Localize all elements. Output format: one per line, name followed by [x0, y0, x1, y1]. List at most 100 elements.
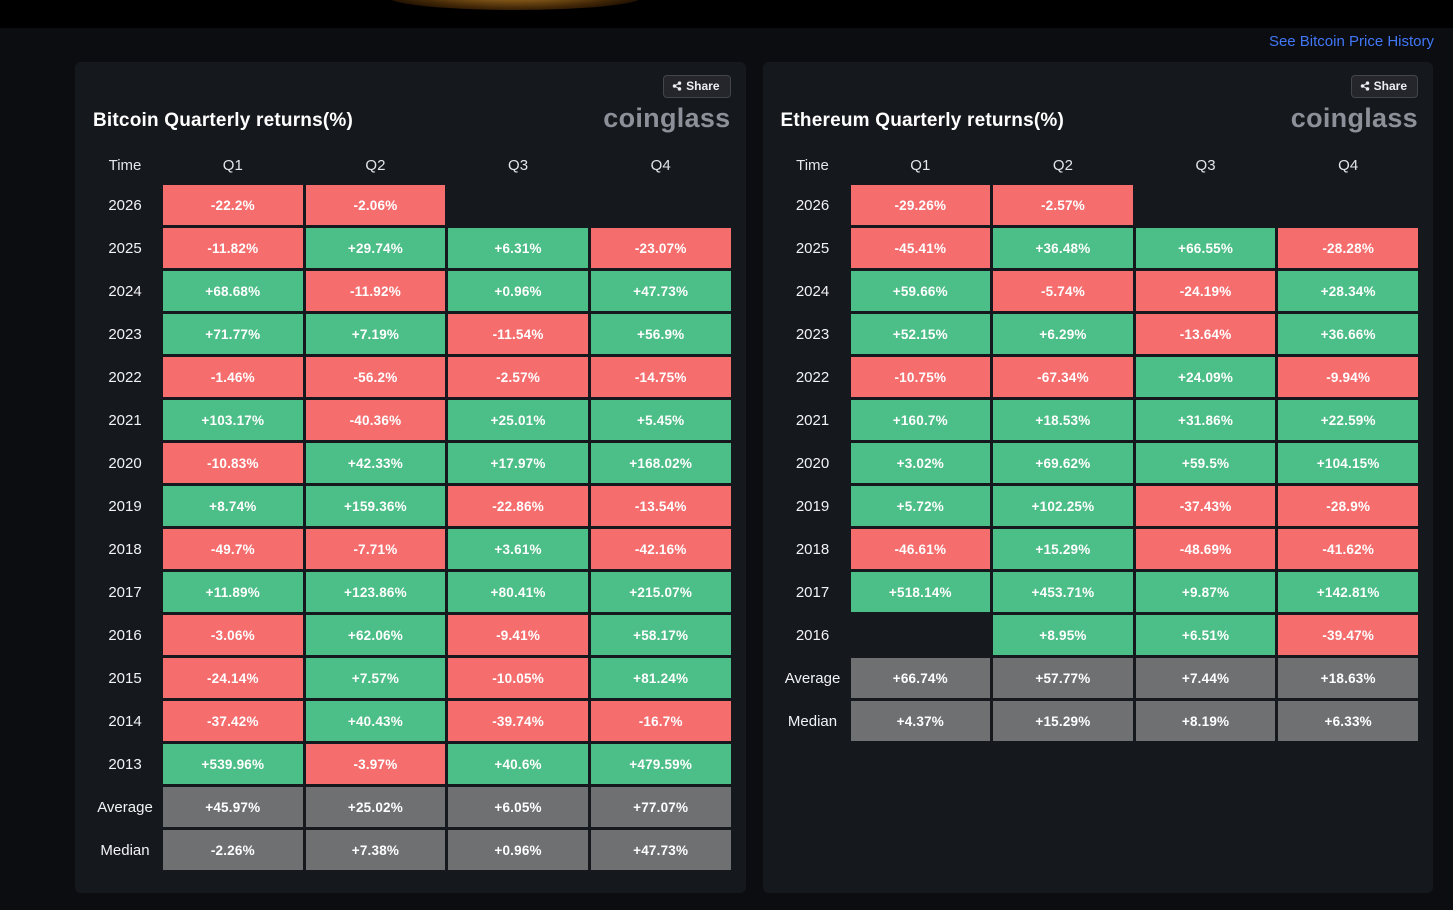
row-label-2025: 2025 — [108, 239, 142, 257]
coinglass-logo: coinglass — [1290, 103, 1418, 133]
return-cell: +6.31% — [448, 228, 588, 268]
return-cell: -41.62% — [1278, 529, 1418, 569]
share-button[interactable]: Share — [663, 75, 731, 98]
column-header-q4: Q4 — [1338, 157, 1359, 174]
return-cell: +7.19% — [305, 314, 446, 354]
empty-cell — [1278, 185, 1418, 225]
return-cell: -2.57% — [448, 357, 588, 397]
return-cell: +6.29% — [993, 314, 1133, 354]
panel-header-right: Share coinglass — [603, 75, 731, 132]
return-cell: -28.28% — [1278, 228, 1418, 268]
returns-grid-bitcoin: Time Q1 Q2 Q3 Q4 2026 -22.2% -2.06% 2025 -11.82% +… — [90, 149, 731, 870]
return-cell: -24.14% — [163, 658, 303, 698]
row-label-average: Average — [784, 669, 841, 687]
row-label-2020: 2020 — [108, 454, 142, 472]
empty-cell — [448, 185, 588, 225]
return-cell: +56.9% — [590, 314, 731, 354]
return-cell: +47.73% — [590, 830, 731, 870]
return-cell: -11.92% — [305, 271, 446, 311]
return-cell: +68.68% — [163, 271, 303, 311]
return-cell: +539.96% — [163, 744, 303, 784]
column-header-time: Time — [108, 157, 142, 174]
bitcoin-price-history-link[interactable]: See Bitcoin Price History — [1268, 33, 1434, 50]
return-cell: +36.66% — [1278, 314, 1418, 354]
return-cell: -10.83% — [163, 443, 303, 483]
panel-header: Bitcoin Quarterly returns(%) Share coing… — [90, 75, 731, 132]
return-cell: +104.15% — [1278, 443, 1418, 483]
column-header-q2: Q2 — [365, 157, 386, 174]
column-header-time: Time — [796, 157, 829, 174]
row-label-2021: 2021 — [795, 411, 830, 429]
panel-title-ethereum: Ethereum Quarterly returns(%) — [780, 110, 1064, 131]
return-cell: +479.59% — [590, 744, 731, 784]
return-cell: -3.06% — [163, 615, 303, 655]
row-label-2017: 2017 — [795, 583, 830, 601]
row-label-average: Average — [97, 798, 153, 816]
panel-header: Ethereum Quarterly returns(%) Share coin… — [778, 75, 1418, 133]
return-cell: +66.55% — [1135, 228, 1276, 268]
return-cell: -9.41% — [448, 615, 588, 655]
row-label-2022: 2022 — [108, 368, 142, 386]
share-button[interactable]: Share — [1350, 75, 1418, 98]
return-cell: +9.87% — [1135, 572, 1276, 612]
return-cell: -13.64% — [1135, 314, 1276, 354]
return-cell: +6.05% — [448, 787, 588, 827]
return-cell: -28.9% — [1278, 486, 1418, 526]
row-label-2014: 2014 — [108, 712, 142, 730]
top-banner-strip — [0, 0, 1453, 28]
return-cell: +518.14% — [850, 572, 991, 612]
return-cell: +18.63% — [1278, 658, 1418, 698]
column-header-q1: Q1 — [910, 157, 931, 174]
row-label-2016: 2016 — [108, 626, 142, 644]
return-cell: +7.38% — [305, 830, 446, 870]
return-cell: +168.02% — [590, 443, 731, 483]
return-cell: +59.66% — [850, 271, 991, 311]
return-cell: +69.62% — [993, 443, 1133, 483]
return-cell: +24.09% — [1135, 357, 1276, 397]
return-cell: +57.77% — [993, 658, 1133, 698]
return-cell: -42.16% — [590, 529, 731, 569]
return-cell: +123.86% — [305, 572, 446, 612]
return-cell: -37.42% — [163, 701, 303, 741]
column-header-q3: Q3 — [508, 157, 529, 174]
return-cell: +5.72% — [850, 486, 991, 526]
return-cell: -24.19% — [1135, 271, 1276, 311]
row-label-2017: 2017 — [108, 583, 142, 601]
row-label-median: Median — [100, 841, 150, 859]
return-cell: +45.97% — [163, 787, 303, 827]
returns-grid-ethereum: Time Q1 Q2 Q3 Q4 2026 -29.26% -2.57% 2025 -45.41%… — [778, 149, 1418, 741]
return-cell: -39.74% — [448, 701, 588, 741]
row-label-2023: 2023 — [108, 325, 142, 343]
panel-title-bitcoin: Bitcoin Quarterly returns(%) — [93, 110, 354, 131]
row-label-2026: 2026 — [108, 196, 142, 214]
return-cell: +58.17% — [590, 615, 731, 655]
return-cell: +42.33% — [305, 443, 446, 483]
column-header-q1: Q1 — [222, 157, 243, 174]
return-cell: +4.37% — [850, 701, 991, 741]
return-cell: +40.6% — [448, 744, 588, 784]
return-cell: +36.48% — [993, 228, 1133, 268]
row-label-2013: 2013 — [108, 755, 142, 773]
return-cell: -10.75% — [850, 357, 991, 397]
return-cell: -48.69% — [1135, 529, 1276, 569]
return-cell: +159.36% — [305, 486, 446, 526]
return-cell: -2.06% — [305, 185, 446, 225]
return-cell: +47.73% — [590, 271, 731, 311]
return-cell: +5.45% — [590, 400, 731, 440]
column-header-q4: Q4 — [650, 157, 671, 174]
return-cell: -49.7% — [163, 529, 303, 569]
return-cell: +62.06% — [305, 615, 446, 655]
return-cell: +15.29% — [993, 529, 1133, 569]
return-cell: -39.47% — [1278, 615, 1418, 655]
return-cell: +453.71% — [993, 572, 1133, 612]
return-cell: +22.59% — [1278, 400, 1418, 440]
row-label-2024: 2024 — [108, 282, 142, 300]
return-cell: +103.17% — [163, 400, 303, 440]
return-cell: +7.57% — [305, 658, 446, 698]
return-cell: -14.75% — [590, 357, 731, 397]
return-cell: +142.81% — [1278, 572, 1418, 612]
return-cell: -13.54% — [590, 486, 731, 526]
column-header-q3: Q3 — [1195, 157, 1216, 174]
return-cell: +77.07% — [590, 787, 731, 827]
return-cell: +15.29% — [993, 701, 1133, 741]
